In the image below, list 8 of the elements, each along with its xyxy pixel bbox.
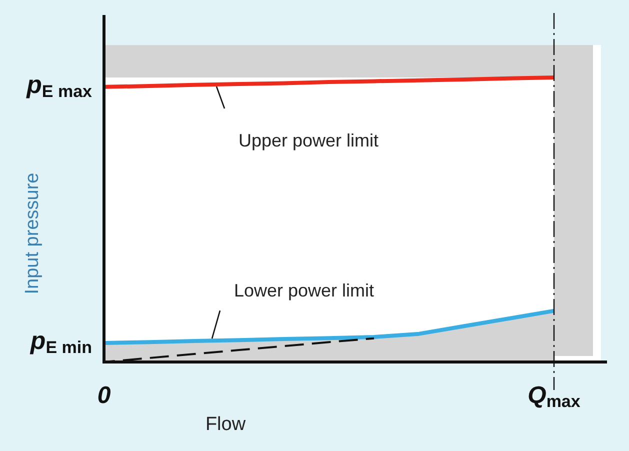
- y-axis-title: Input pressure: [22, 172, 43, 294]
- annotation: Lower power limit: [234, 280, 374, 301]
- annotation: Upper power limit: [238, 130, 379, 150]
- text: p$_{E min}$: [29, 326, 92, 358]
- x-tick-label: 0: [97, 382, 112, 409]
- x-tick-label: Q$_{max}$: [528, 382, 581, 412]
- text: p$_{E max}$: [26, 70, 93, 102]
- x-axis-title: Flow: [205, 414, 246, 435]
